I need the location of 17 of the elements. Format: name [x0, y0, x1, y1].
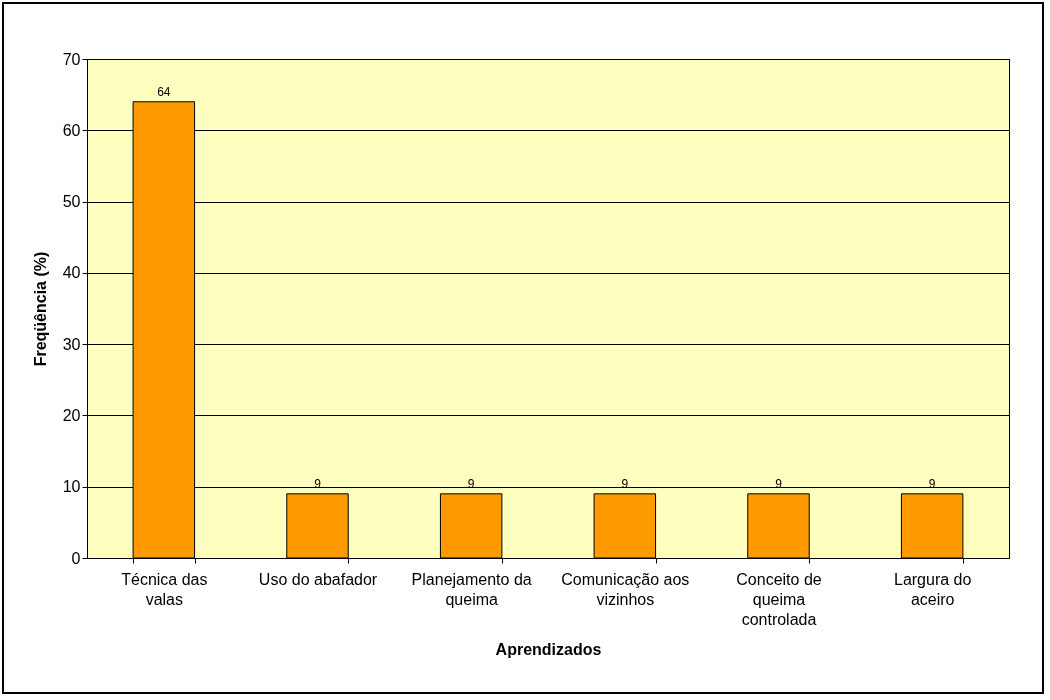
y-tick-label: 50: [62, 193, 81, 211]
x-axis-title: Aprendizados: [495, 640, 602, 658]
data-label: 64: [157, 84, 171, 99]
x-tick-label: Planejamento da queima: [411, 570, 532, 608]
x-tick-label: Conceito de queima controlada: [736, 570, 822, 628]
y-tick-label: 70: [62, 50, 81, 68]
y-tick-label: 10: [62, 478, 81, 496]
x-tick-label: Largura do aceiro: [893, 570, 972, 608]
y-tick-label: 60: [62, 121, 81, 139]
y-tick-label: 40: [62, 264, 81, 282]
y-tick-label: 0: [71, 549, 81, 567]
x-tick-label: Uso do abafador: [258, 570, 378, 588]
x-tick-label: Comunicação aos vizinhos: [561, 570, 690, 608]
y-tick-label: 20: [62, 406, 81, 424]
y-axis-title: Freqüência (%): [31, 251, 49, 367]
y-tick-label: 30: [62, 335, 81, 353]
x-tick-label: Técnica das valas: [121, 570, 208, 608]
